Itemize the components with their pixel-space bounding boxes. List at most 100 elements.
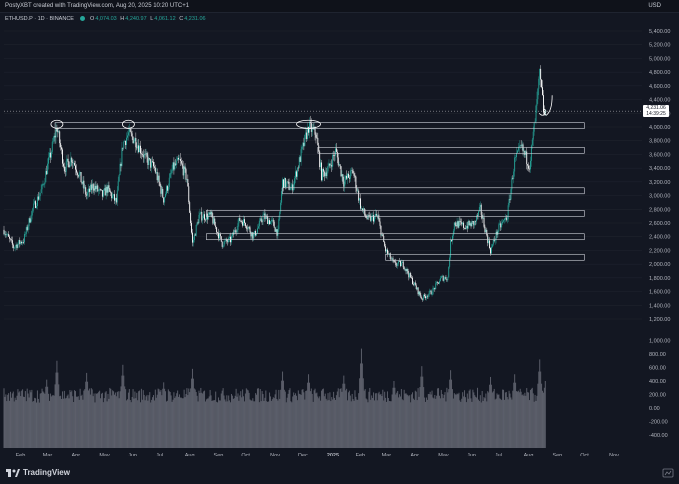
volume-bar xyxy=(249,399,251,448)
candle-body xyxy=(454,222,456,226)
candle-body xyxy=(488,240,490,243)
volume-bar xyxy=(58,384,60,448)
candle-body xyxy=(421,297,423,300)
candle-body xyxy=(134,138,136,141)
candle-body xyxy=(311,127,313,132)
volume-bar xyxy=(238,400,240,448)
volume-bar xyxy=(503,399,505,448)
volume-bar xyxy=(391,394,393,448)
volume-bar xyxy=(33,400,35,448)
volume-bar xyxy=(77,396,79,448)
candle-body xyxy=(394,261,396,263)
candle-body xyxy=(67,158,69,162)
volume-bar xyxy=(345,390,347,448)
time-tick-label: Oct xyxy=(241,453,250,456)
candle-body xyxy=(95,185,97,189)
volume-tick-label: 200.00 xyxy=(649,393,666,399)
volume-bar xyxy=(329,392,331,448)
candle-body xyxy=(171,170,173,173)
volume-bar xyxy=(73,401,75,448)
volume-bar xyxy=(168,391,170,448)
volume-bar xyxy=(431,390,433,448)
candle-body xyxy=(480,204,482,215)
candle-body xyxy=(172,162,174,171)
volume-bar xyxy=(356,399,358,448)
volume-bar xyxy=(281,380,283,448)
candle-body xyxy=(338,164,340,166)
volume-bar xyxy=(227,401,229,448)
candle-body xyxy=(362,208,364,211)
volume-bar xyxy=(412,392,414,448)
volume-bar xyxy=(243,401,245,448)
volume-bar xyxy=(451,379,453,448)
level-box xyxy=(206,210,585,217)
volume-bar xyxy=(500,399,502,448)
candle-body xyxy=(120,163,122,166)
candle-body xyxy=(137,145,139,149)
volume-bar xyxy=(60,395,62,448)
candle-body xyxy=(519,145,521,147)
volume-bar xyxy=(534,394,536,448)
volume-bar xyxy=(11,393,13,448)
candle-body xyxy=(382,234,384,237)
volume-bar xyxy=(13,401,15,448)
volume-bar xyxy=(476,397,478,448)
candle-body xyxy=(156,172,158,181)
candle-body xyxy=(127,135,128,138)
candle-body xyxy=(51,141,53,152)
candle-body xyxy=(119,163,121,175)
volume-bar xyxy=(531,387,533,448)
candle-body xyxy=(126,137,128,145)
candle-body xyxy=(140,153,142,155)
candle-body xyxy=(347,173,348,179)
candle-body xyxy=(189,202,191,213)
volume-bar xyxy=(7,394,9,448)
volume-bar xyxy=(480,402,482,448)
volume-bar xyxy=(399,394,401,448)
candle-body xyxy=(207,215,209,220)
candle-body xyxy=(133,140,135,144)
candle-body xyxy=(533,122,535,132)
price-chart[interactable]: 5,400.00 5,200.00 5,000.00 4,800.00 4,600.00… xyxy=(0,12,679,456)
volume-bar xyxy=(30,392,32,448)
candle-body xyxy=(310,123,312,132)
volume-bar xyxy=(41,388,43,448)
candle-body xyxy=(176,160,178,165)
candle-body xyxy=(54,135,56,138)
candle-body xyxy=(224,240,226,242)
candle-body xyxy=(528,165,530,169)
candle-body xyxy=(15,244,17,247)
candle-body xyxy=(283,177,285,188)
volume-bar xyxy=(178,394,180,448)
volume-bar xyxy=(114,392,116,448)
candle-body xyxy=(20,241,22,244)
volume-bar xyxy=(506,397,508,448)
volume-bar xyxy=(171,401,173,448)
candle-body xyxy=(380,225,382,236)
candle-body xyxy=(333,155,335,156)
candle-body xyxy=(231,236,232,243)
volume-bar xyxy=(291,402,293,448)
candle-body xyxy=(515,157,517,158)
volume-bar xyxy=(107,393,109,448)
candle-body xyxy=(395,261,397,266)
candle-body xyxy=(55,129,57,138)
time-tick-label: Mar xyxy=(382,453,392,456)
symbol-name[interactable]: ETHUSD.P · 1D · BINANCE xyxy=(5,16,74,22)
candle-body xyxy=(385,246,387,252)
volume-bar xyxy=(138,391,140,448)
volume-bar xyxy=(106,401,108,448)
volume-bar xyxy=(123,375,125,448)
candle-body xyxy=(497,230,499,235)
candle-body xyxy=(265,216,267,219)
candle-body xyxy=(191,223,193,233)
candle-body xyxy=(131,133,133,137)
candle-body xyxy=(431,294,433,295)
tradingview-logo[interactable]: TradingView xyxy=(6,466,70,480)
level-box xyxy=(317,147,585,154)
axis-settings-icon[interactable] xyxy=(662,468,674,478)
candle-body xyxy=(336,151,338,158)
volume-bar xyxy=(156,394,158,448)
volume-bar xyxy=(206,398,208,448)
currency-label[interactable]: USD xyxy=(648,3,661,9)
